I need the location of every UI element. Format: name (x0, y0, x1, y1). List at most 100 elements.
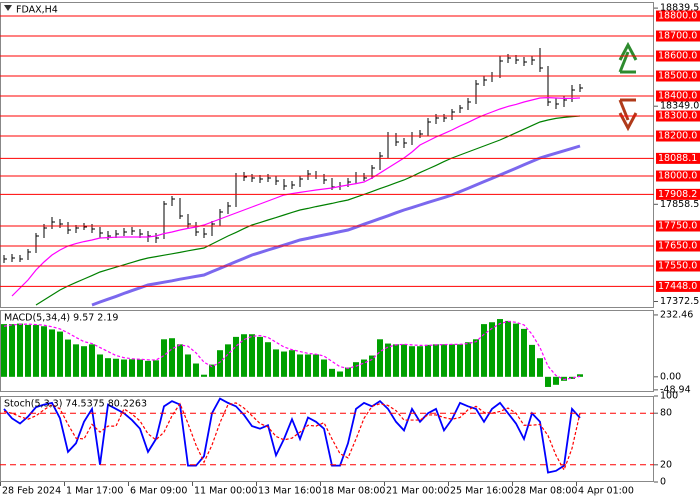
histogram-bar (345, 367, 351, 377)
histogram-bar (217, 350, 223, 377)
sell-arrow-icon (618, 98, 638, 132)
indicator-line (3, 402, 581, 472)
histogram-bar (369, 355, 375, 377)
level-label-bg (656, 50, 700, 62)
level-label: 18700.0 (658, 31, 697, 42)
indicator-line (3, 320, 581, 381)
histogram-bar (337, 371, 343, 377)
panel-title: FDAX,H4 (16, 5, 58, 16)
histogram-bar (193, 363, 199, 377)
y-tick-label: 18349.0 (660, 101, 699, 112)
histogram-bar (89, 344, 95, 377)
panel-frame (0, 2, 654, 308)
y-tick-label: -48.94 (660, 384, 691, 395)
histogram-bar (145, 360, 151, 377)
histogram-bar (17, 323, 23, 377)
level-label: 18200.0 (658, 131, 697, 142)
histogram-bar (569, 376, 575, 379)
level-label: 18000.0 (658, 171, 697, 182)
y-tick-label: 0.00 (660, 371, 681, 382)
histogram-bar (401, 344, 407, 377)
histogram-bar (305, 354, 311, 377)
histogram-bar (113, 358, 119, 377)
level-label: 18800.0 (658, 11, 697, 22)
histogram-bar (513, 323, 519, 377)
histogram-bar (425, 344, 431, 377)
level-label-bg (656, 130, 700, 142)
y-tick-label: 0 (660, 477, 666, 488)
histogram-bar (241, 334, 247, 377)
level-label: 17750.0 (658, 221, 697, 232)
histogram-bar (361, 359, 367, 377)
histogram-bar (417, 346, 423, 377)
histogram-bar (81, 346, 87, 377)
histogram-bar (225, 344, 231, 377)
x-tick-label: 21 Mar 00:00 (386, 486, 449, 497)
level-label: 18088.1 (658, 153, 697, 164)
x-tick-label: 18 Mar 08:00 (322, 486, 385, 497)
panel-frame (0, 396, 654, 482)
x-tick-label: 28 Feb 2024 (2, 486, 61, 497)
level-label-bg (656, 152, 700, 164)
histogram-bar (161, 339, 167, 377)
histogram-bar (385, 343, 391, 377)
histogram-bar (393, 344, 399, 377)
indicator-line (35, 115, 581, 306)
histogram-bar (273, 349, 279, 377)
panel-frame (0, 310, 654, 392)
histogram-bar (233, 336, 239, 377)
level-label-bg (656, 70, 700, 82)
histogram-bar (169, 338, 175, 377)
histogram-bar (577, 374, 583, 377)
histogram-bar (473, 339, 479, 377)
histogram-bar (329, 368, 335, 377)
histogram-bar (185, 354, 191, 377)
y-tick-label: 232.46 (660, 309, 693, 320)
histogram-bar (433, 344, 439, 377)
y-tick-label: 17372.5 (660, 296, 699, 307)
histogram-bar (481, 324, 487, 377)
histogram-bar (537, 358, 543, 377)
histogram-bar (505, 320, 511, 377)
buy-arrow-icon (618, 41, 638, 74)
panel-title: MACD(5,34,4) 9.57 2.19 (4, 313, 118, 324)
level-label-bg (656, 280, 700, 292)
histogram-bar (153, 360, 159, 377)
histogram-bar (529, 344, 535, 377)
histogram-bar (265, 342, 271, 377)
histogram-bar (25, 324, 31, 377)
histogram-bar (129, 359, 135, 377)
histogram-bar (409, 346, 415, 377)
histogram-bar (97, 354, 103, 377)
histogram-bar (489, 322, 495, 377)
level-label-bg (656, 90, 700, 102)
histogram-bar (377, 339, 383, 377)
panel-title: Stoch(5,3,3) 74.5375 80.2263 (4, 399, 147, 410)
level-label: 18400.0 (658, 91, 697, 102)
y-tick-label: 20 (660, 459, 672, 470)
level-label-bg (656, 188, 700, 200)
level-label: 17650.0 (658, 241, 697, 252)
histogram-bar (545, 376, 551, 387)
level-label-bg (656, 110, 700, 122)
histogram-bar (49, 329, 55, 377)
level-label-bg (656, 240, 700, 252)
histogram-bar (201, 374, 207, 377)
plot-area (1, 319, 583, 387)
level-label: 18300.0 (658, 111, 697, 122)
x-tick-label: 28 Mar 08:00 (514, 486, 577, 497)
y-tick-label: 17858.5 (660, 199, 699, 210)
histogram-bar (33, 324, 39, 377)
y-tick-label: 18839.5 (660, 3, 699, 14)
x-tick-label: 13 Mar 16:00 (258, 486, 321, 497)
symbol-icon (4, 5, 12, 11)
histogram-bar (121, 359, 127, 377)
histogram-bar (521, 328, 527, 377)
histogram-bar (465, 342, 471, 377)
x-tick-label: 1 Mar 17:00 (66, 486, 123, 497)
indicator-line (11, 96, 581, 297)
histogram-bar (249, 334, 255, 377)
histogram-bar (73, 344, 79, 377)
level-label: 17448.0 (658, 281, 697, 292)
x-tick-label: 25 Mar 16:00 (450, 486, 513, 497)
